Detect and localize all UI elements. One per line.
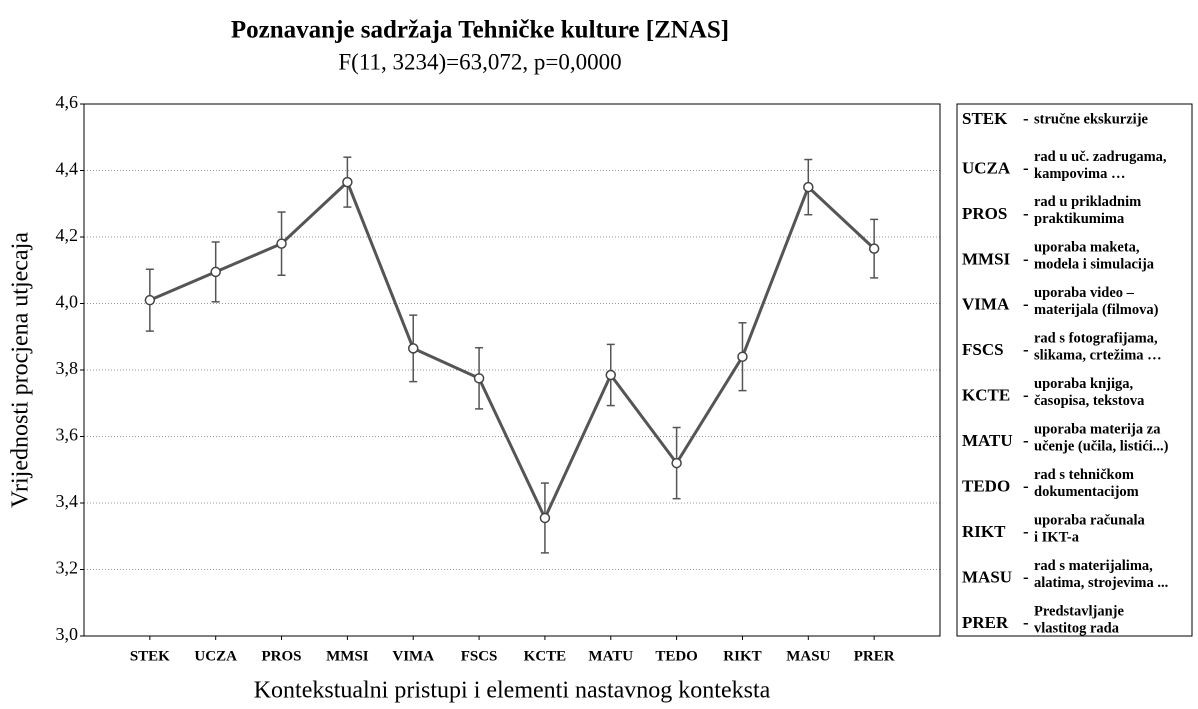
- data-point: [868, 243, 880, 254]
- legend-description: modela i simulacija: [1034, 257, 1155, 273]
- legend-code: STEK: [962, 109, 1008, 128]
- y-tick-label: 3,8: [56, 358, 79, 378]
- legend-description: uporaba video –: [1034, 285, 1135, 301]
- legend-description: slikama, crtežima …: [1034, 348, 1162, 364]
- y-tick-label: 3,0: [56, 624, 79, 644]
- y-tick-label: 4,6: [56, 92, 79, 112]
- legend-box: [956, 103, 1193, 637]
- legend-description: rad s fotografijama,: [1034, 331, 1158, 347]
- x-tick-label: MASU: [786, 648, 830, 664]
- legend-code: MASU: [962, 567, 1012, 586]
- data-point: [605, 369, 617, 381]
- y-tick-label: 3,6: [56, 425, 79, 445]
- y-tick-label: 4,2: [56, 225, 79, 245]
- legend-description: učenje (učila, listići...): [1034, 439, 1169, 455]
- legend-separator: -: [1023, 431, 1029, 450]
- legend-description: materijala (filmova): [1034, 302, 1159, 318]
- data-point: [342, 176, 353, 188]
- legend-separator: -: [1023, 522, 1029, 541]
- legend-description: uporaba maketa,: [1034, 240, 1140, 256]
- legend-code: VIMA: [962, 295, 1010, 314]
- y-tick-label: 4,0: [56, 292, 79, 312]
- data-point: [539, 512, 551, 524]
- legend-separator: -: [1023, 249, 1029, 268]
- legend-code: KCTE: [962, 386, 1010, 405]
- y-axis-title: Vrijednosti procjena utjecaja: [8, 232, 34, 508]
- x-axis-title: Kontekstualni pristupi i elementi nastav…: [254, 678, 771, 704]
- x-tick-label: PROS: [262, 648, 302, 664]
- x-tick-label: UCZA: [194, 648, 237, 664]
- legend-separator: -: [1023, 158, 1029, 177]
- data-point: [276, 238, 287, 249]
- y-tick-label: 4,4: [56, 159, 79, 179]
- legend-description: stručne ekskurzije: [1034, 111, 1149, 127]
- legend-description: rad u prikladnim: [1034, 194, 1141, 210]
- legend-code: PRER: [962, 613, 1009, 632]
- legend-separator: -: [1023, 340, 1029, 359]
- x-tick-label: VIMA: [392, 648, 434, 664]
- x-tick-label: KCTE: [524, 648, 567, 664]
- plot-frame: [83, 103, 941, 637]
- legend-description: praktikumima: [1034, 211, 1125, 227]
- legend-separator: -: [1023, 295, 1029, 314]
- y-tick-label: 3,4: [56, 491, 79, 511]
- legend-description: i IKT-a: [1034, 529, 1080, 545]
- x-tick-label: STEK: [130, 648, 170, 664]
- x-tick-label: PRER: [854, 648, 895, 664]
- data-point: [144, 294, 156, 306]
- legend-code: PROS: [962, 204, 1007, 223]
- data-point: [473, 373, 485, 384]
- legend-separator: -: [1023, 109, 1029, 128]
- legend-code: FSCS: [962, 340, 1004, 359]
- data-point: [210, 266, 221, 278]
- legend-code: UCZA: [962, 158, 1011, 177]
- legend-description: kampovima …: [1034, 166, 1125, 182]
- chart-subtitle: F(11, 3234)=63,072, p=0,0000: [338, 49, 621, 74]
- legend-code: TEDO: [962, 477, 1010, 496]
- x-tick-label: TEDO: [655, 648, 698, 664]
- legend-description: rad s tehničkom: [1034, 467, 1134, 483]
- chart-title: Poznavanje sadržaja Tehničke kulture [ZN…: [231, 17, 729, 44]
- data-point: [407, 343, 419, 354]
- legend-separator: -: [1023, 477, 1029, 496]
- legend-code: MMSI: [962, 249, 1011, 268]
- data-point: [671, 457, 682, 469]
- legend-description: uporaba računala: [1034, 512, 1146, 528]
- data-point: [737, 351, 748, 362]
- legend-description: časopisa, tekstova: [1034, 393, 1145, 409]
- legend-code: MATU: [962, 431, 1013, 450]
- y-tick-label: 3,2: [56, 558, 79, 578]
- legend-description: rad s materijalima,: [1034, 558, 1153, 574]
- legend-description: uporaba materija za: [1034, 422, 1161, 438]
- legend-code: RIKT: [962, 522, 1006, 541]
- x-tick-label: FSCS: [461, 648, 498, 664]
- legend-description: rad u uč. zadrugama,: [1034, 149, 1167, 165]
- data-line: [149, 179, 876, 522]
- legend-description: Predstavljanje: [1034, 603, 1125, 619]
- x-tick-label: RIKT: [723, 648, 761, 664]
- data-point: [803, 181, 814, 193]
- x-tick-label: MATU: [588, 648, 633, 664]
- legend-separator: -: [1023, 386, 1029, 405]
- legend-description: dokumentacijom: [1034, 484, 1139, 500]
- x-tick-label: MMSI: [326, 648, 369, 664]
- legend-separator: -: [1023, 613, 1029, 632]
- legend-separator: -: [1023, 567, 1029, 586]
- legend-description: alatima, strojevima ...: [1034, 575, 1168, 591]
- legend-description: vlastitog rada: [1034, 620, 1120, 636]
- legend-separator: -: [1023, 204, 1029, 223]
- legend-description: uporaba knjiga,: [1034, 376, 1133, 392]
